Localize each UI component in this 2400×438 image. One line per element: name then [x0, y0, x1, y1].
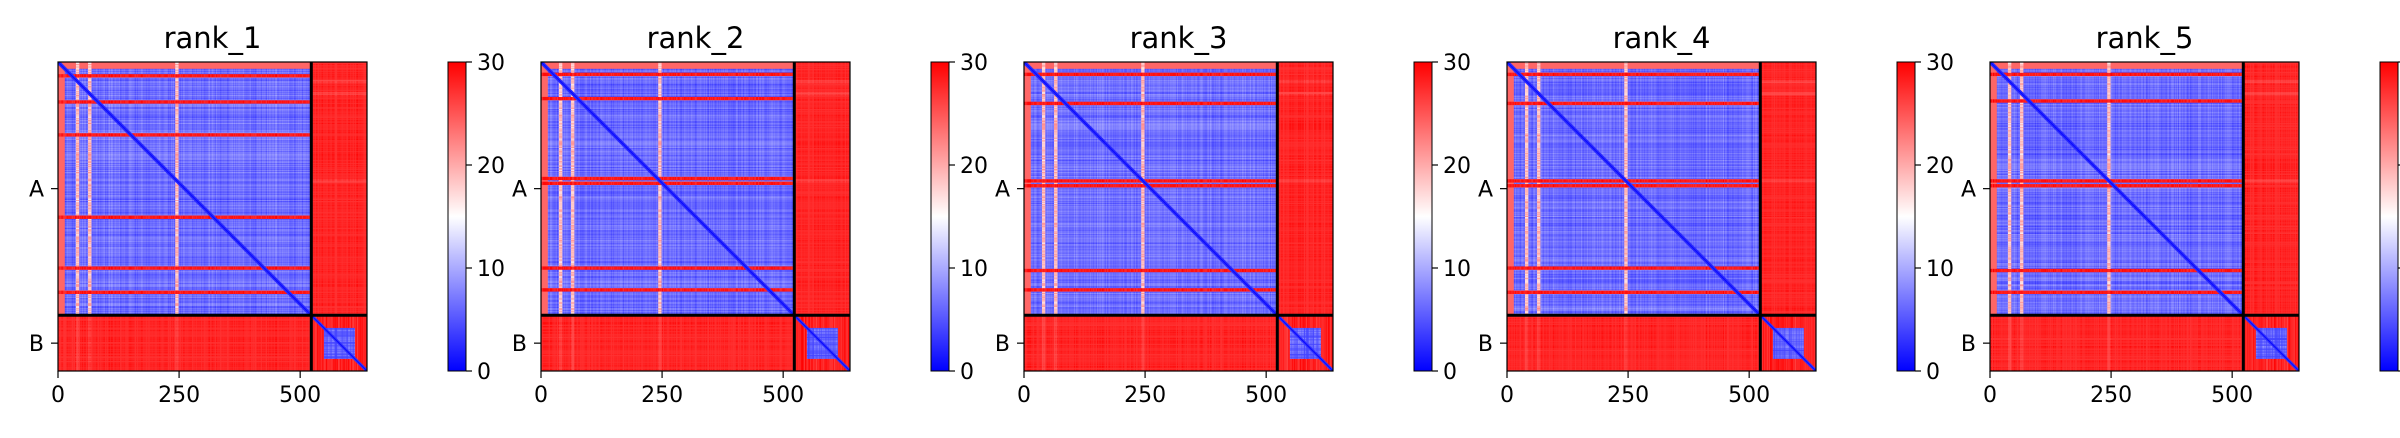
pae-heatmap [1507, 62, 1816, 371]
colorbar-tick-label: 10 [1443, 257, 1471, 282]
axes-frame [1023, 61, 1334, 372]
panel-rank_3: rank_3 0 250 500 A B 0 10 20 30 [995, 21, 1471, 408]
colorbar-tick-label: 20 [477, 154, 505, 179]
panel-rank_1: rank_1 0 250 500 A B 0 10 20 30 [29, 21, 505, 408]
panel-title: rank_3 [1130, 21, 1228, 55]
colorbar-tick-label: 20 [1926, 154, 1954, 179]
colorbar [2379, 61, 2399, 372]
colorbar [930, 61, 950, 372]
colorbar-tick-label: 30 [1443, 51, 1471, 76]
x-tick-label: 500 [2211, 383, 2253, 408]
colorbar [1896, 61, 1916, 372]
colorbar-tick-label: 10 [477, 257, 505, 282]
colorbar-tick-label: 0 [1926, 360, 1940, 385]
panel-rank_4: rank_4 0 250 500 A B 0 10 20 30 [1478, 21, 1954, 408]
panel-rank_2: rank_2 0 250 500 A B 0 10 20 30 [512, 21, 988, 408]
panel-title: rank_4 [1613, 21, 1711, 55]
x-tick-label: 250 [158, 383, 200, 408]
panel-title: rank_2 [647, 21, 745, 55]
x-tick-label: 250 [1124, 383, 1166, 408]
axes-frame [1506, 61, 1817, 372]
axes-frame [540, 61, 851, 372]
x-tick-label: 250 [1607, 383, 1649, 408]
x-tick-label: 0 [1983, 383, 1997, 408]
x-tick-label: 250 [641, 383, 683, 408]
y-tick-label-chain-B: B [29, 332, 44, 357]
colorbar-tick-label: 10 [960, 257, 988, 282]
x-tick-label: 500 [279, 383, 321, 408]
pae-heatmap [541, 62, 850, 371]
panel-rank_5: rank_50250500AB0102030 [1961, 21, 2400, 408]
pae-heatmap [1990, 62, 2299, 371]
colorbar-tick-label: 0 [477, 360, 491, 385]
x-tick-label: 0 [1500, 383, 1514, 408]
x-tick-label: 0 [51, 383, 65, 408]
colorbar-tick-label: 0 [1443, 360, 1457, 385]
panel-title: rank_1 [164, 21, 262, 55]
axes-frame [1989, 61, 2300, 372]
colorbar-tick-label: 0 [960, 360, 974, 385]
panel-title: rank_5 [2096, 21, 2194, 55]
axes-frame [57, 61, 368, 372]
pae-heatmap [58, 62, 367, 371]
colorbar-tick-label: 30 [477, 51, 505, 76]
colorbar-tick-label: 20 [1443, 154, 1471, 179]
x-tick-label: 500 [762, 383, 804, 408]
colorbar-tick-label: 20 [960, 154, 988, 179]
y-tick-label-chain-B: B [512, 332, 527, 357]
y-tick-label-chain-B: B [1478, 332, 1493, 357]
x-tick-label: 0 [534, 383, 548, 408]
colorbar-tick-label: 30 [960, 51, 988, 76]
y-tick-label-chain-A: A [1478, 178, 1493, 203]
colorbar [1413, 61, 1433, 372]
pae-heatmap [1024, 62, 1333, 371]
y-tick-label-chain-B: B [1961, 332, 1976, 357]
colorbar-tick-label: 10 [1926, 257, 1954, 282]
x-tick-label: 500 [1245, 383, 1287, 408]
colorbar [447, 61, 467, 372]
y-tick-label-chain-A: A [995, 178, 1010, 203]
y-tick-label-chain-A: A [1961, 178, 1976, 203]
x-tick-label: 500 [1728, 383, 1770, 408]
y-tick-label-chain-A: A [512, 178, 527, 203]
y-tick-label-chain-A: A [29, 178, 44, 203]
x-tick-label: 250 [2090, 383, 2132, 408]
colorbar-tick-label: 30 [1926, 51, 1954, 76]
x-tick-label: 0 [1017, 383, 1031, 408]
y-tick-label-chain-B: B [995, 332, 1010, 357]
